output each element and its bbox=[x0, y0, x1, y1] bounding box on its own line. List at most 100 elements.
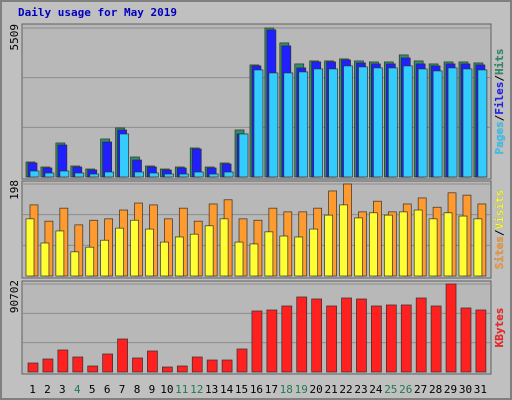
bar bbox=[132, 357, 143, 373]
bar bbox=[473, 218, 483, 277]
bar bbox=[279, 235, 289, 277]
bar bbox=[223, 171, 234, 178]
bar bbox=[458, 215, 468, 277]
bar bbox=[430, 305, 442, 373]
legend-entry: Files bbox=[493, 82, 506, 115]
bar bbox=[475, 309, 487, 373]
bar bbox=[42, 358, 54, 373]
x-tick-label: 4 bbox=[74, 383, 81, 396]
x-tick-label: 21 bbox=[324, 383, 337, 396]
x-tick-label: 2 bbox=[44, 383, 51, 396]
x-tick-label: 3 bbox=[59, 383, 66, 396]
x-tick-label: 18 bbox=[280, 383, 293, 396]
bar bbox=[193, 171, 204, 178]
bar bbox=[398, 211, 408, 277]
bar bbox=[309, 228, 319, 277]
bar bbox=[343, 65, 353, 178]
bar bbox=[443, 212, 453, 277]
bar bbox=[100, 239, 110, 277]
bar bbox=[385, 304, 397, 373]
y-tick-label: 90702 bbox=[8, 280, 21, 313]
bar bbox=[130, 219, 139, 277]
bar bbox=[238, 133, 249, 178]
x-tick-label: 31 bbox=[474, 383, 487, 396]
x-tick-label: 19 bbox=[295, 383, 308, 396]
bar bbox=[264, 231, 274, 277]
bar bbox=[74, 172, 85, 178]
x-tick-label: 16 bbox=[250, 383, 263, 396]
bar bbox=[25, 218, 35, 277]
bar bbox=[447, 67, 458, 178]
x-tick-label: 23 bbox=[354, 383, 367, 396]
legend-separator: / bbox=[493, 114, 506, 121]
bar bbox=[460, 307, 472, 373]
bar bbox=[57, 349, 69, 373]
bar bbox=[339, 204, 348, 277]
x-tick-label: 20 bbox=[310, 383, 323, 396]
bar bbox=[221, 359, 233, 373]
bar bbox=[324, 214, 333, 277]
x-tick-label: 5 bbox=[89, 383, 96, 396]
bar bbox=[149, 172, 159, 178]
bar bbox=[383, 214, 393, 277]
x-tick-label: 26 bbox=[399, 383, 412, 396]
x-tick-label: 10 bbox=[160, 383, 173, 396]
bar bbox=[164, 173, 174, 178]
legend: Sites/Visits bbox=[493, 190, 506, 270]
bar bbox=[249, 243, 259, 277]
x-tick-label: 14 bbox=[220, 383, 234, 396]
legend-entry: Pages bbox=[493, 121, 506, 154]
bar bbox=[477, 69, 488, 178]
bar bbox=[462, 68, 473, 178]
legend-entry: KBytes bbox=[493, 308, 506, 348]
y-tick-label: 5509 bbox=[8, 24, 21, 51]
bar bbox=[44, 172, 55, 178]
bar bbox=[268, 72, 279, 178]
bar bbox=[428, 218, 438, 277]
bar bbox=[70, 251, 80, 277]
bar bbox=[87, 365, 99, 373]
bar bbox=[294, 236, 304, 277]
bar bbox=[117, 338, 128, 373]
bar bbox=[445, 283, 457, 373]
bar bbox=[296, 296, 308, 373]
bar bbox=[236, 348, 248, 373]
bar bbox=[413, 209, 423, 277]
bar bbox=[189, 233, 199, 277]
legend-entry: Hits bbox=[493, 49, 506, 76]
bar bbox=[208, 173, 219, 178]
bar bbox=[119, 133, 129, 178]
bar bbox=[432, 70, 443, 178]
x-tick-label: 25 bbox=[384, 383, 397, 396]
bar bbox=[104, 171, 115, 178]
bar bbox=[369, 212, 378, 277]
x-tick-label: 15 bbox=[235, 383, 248, 396]
bar bbox=[29, 170, 40, 178]
bar bbox=[298, 71, 309, 178]
x-tick-label: 29 bbox=[444, 383, 457, 396]
x-tick-label: 30 bbox=[459, 383, 472, 396]
bar bbox=[358, 66, 368, 178]
bar bbox=[27, 362, 39, 373]
bar bbox=[354, 217, 363, 277]
x-tick-label: 12 bbox=[190, 383, 203, 396]
bar bbox=[400, 304, 412, 373]
bar bbox=[178, 173, 189, 178]
x-tick-label: 6 bbox=[104, 383, 111, 396]
y-tick-label: 198 bbox=[8, 180, 21, 200]
bar bbox=[162, 366, 173, 373]
x-tick-label: 11 bbox=[175, 383, 188, 396]
bar bbox=[371, 305, 382, 373]
x-tick-label: 28 bbox=[429, 383, 442, 396]
bar bbox=[145, 228, 154, 277]
bar bbox=[206, 359, 218, 373]
x-tick-label: 22 bbox=[339, 383, 352, 396]
bar bbox=[313, 68, 324, 178]
bar bbox=[72, 356, 84, 373]
legend-entry: Visits bbox=[493, 190, 506, 230]
bar bbox=[102, 353, 114, 373]
bar bbox=[356, 298, 367, 373]
x-tick-label: 13 bbox=[205, 383, 218, 396]
x-tick-label: 9 bbox=[149, 383, 156, 396]
bar bbox=[253, 69, 264, 178]
